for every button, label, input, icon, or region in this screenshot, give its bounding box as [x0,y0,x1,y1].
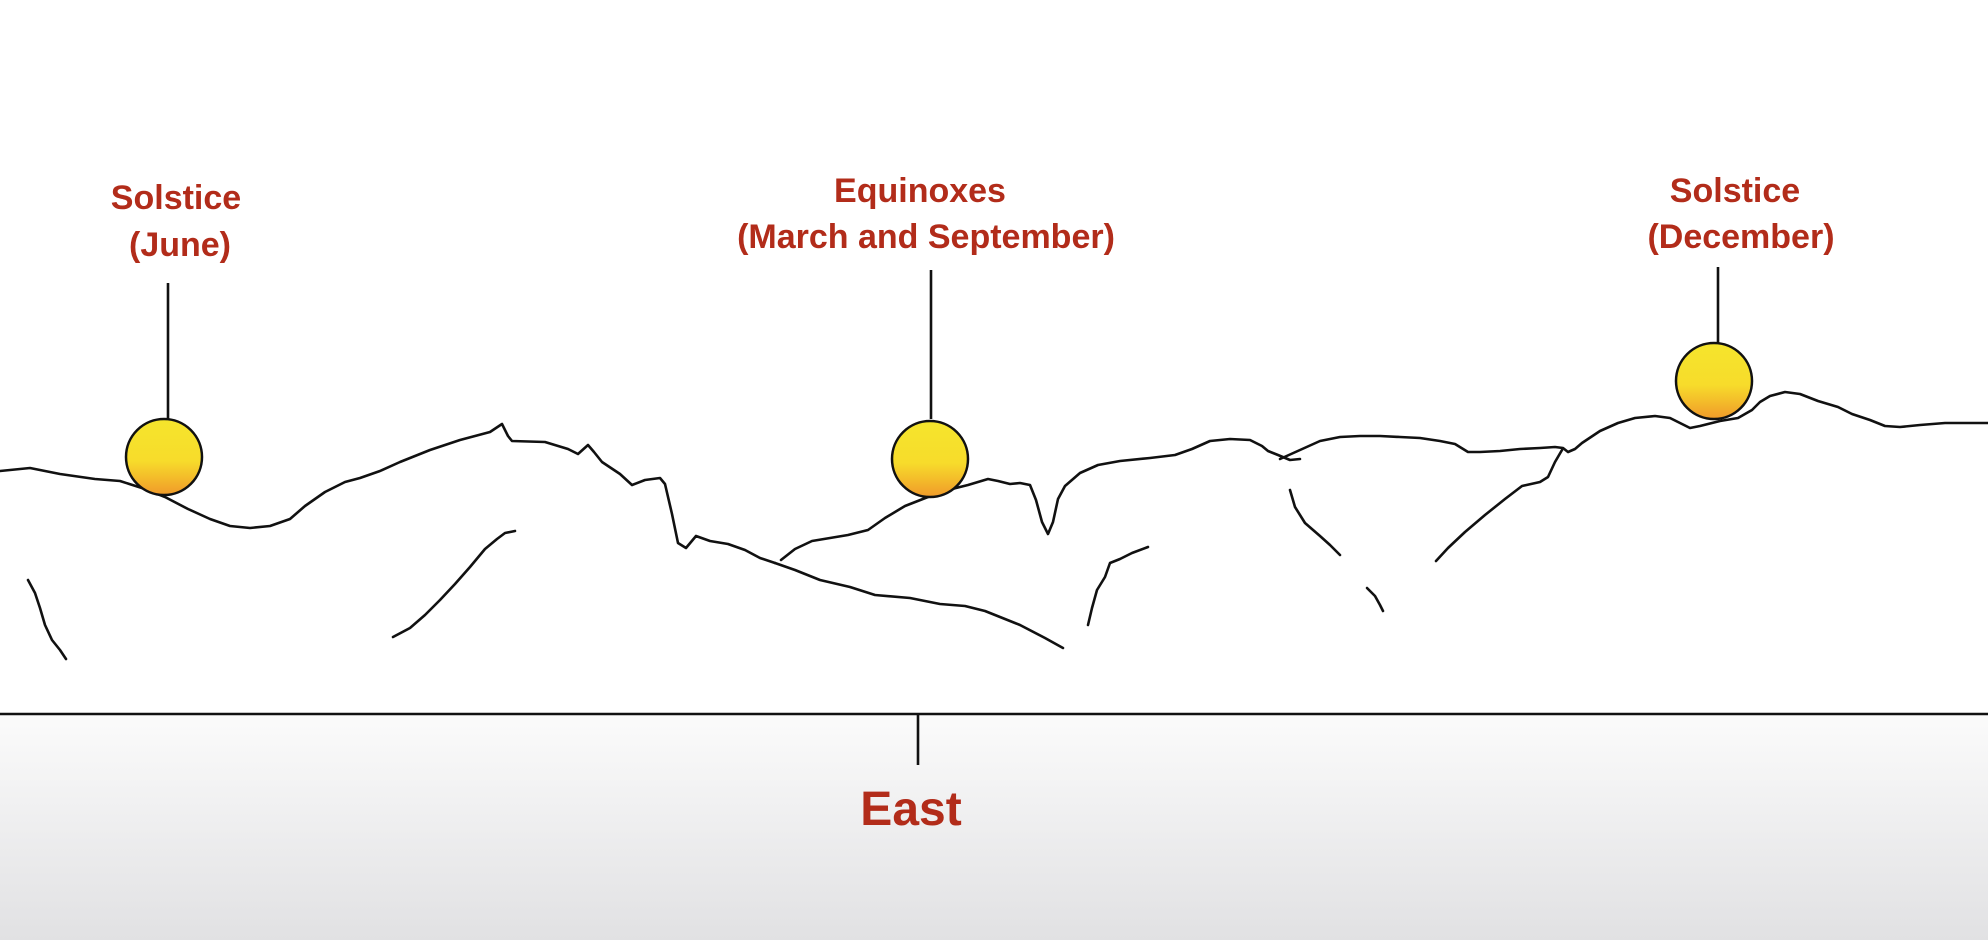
marker-june-solstice: Solstice (June) [111,179,241,497]
ridge-right [1278,390,1988,461]
ridge-fragment-right-crack [1288,488,1342,557]
sun-icon [124,417,204,497]
marker-title: Solstice [111,179,241,217]
direction-label-east: East [860,783,961,836]
ground-band [0,714,1988,940]
marker-december-solstice: Solstice (December) [1647,172,1835,421]
marker-equinoxes: Equinoxes (March and September) [737,172,1115,499]
ridge-fragment-right-rise [1434,448,1564,563]
ridge-fragment-center [1086,545,1150,627]
ridge-fragment-left [391,529,517,639]
marker-subtitle: (March and September) [737,218,1115,256]
ridge-lower-slope [773,561,1065,650]
marker-subtitle: (December) [1647,218,1834,256]
ridge-fragment-far-left [26,578,68,661]
marker-title: Solstice [1670,172,1800,210]
sun-icon [890,419,970,499]
sun-icon [1674,341,1754,421]
mountain-range [0,390,1988,661]
marker-title: Equinoxes [834,172,1006,210]
ridge-center [779,437,1302,562]
marker-subtitle: (June) [129,226,231,264]
ridge-fragment-right-crack-lower [1365,586,1385,613]
ridge-main-left [0,422,777,565]
